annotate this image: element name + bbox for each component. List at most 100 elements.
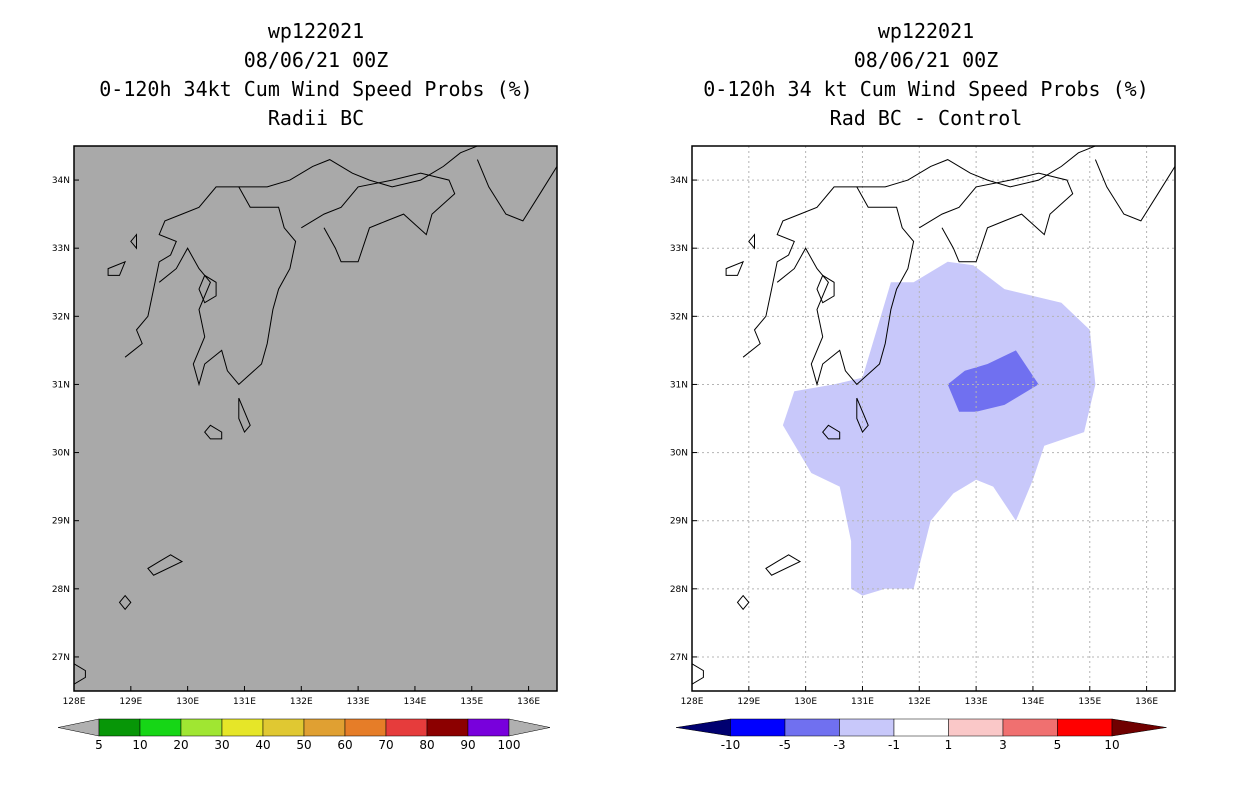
left-coastline xyxy=(476,159,557,222)
right-product: 0-120h 34 kt Cum Wind Speed Probs (%) xyxy=(703,77,1149,101)
right-colorbar-swatch xyxy=(1057,718,1113,737)
right-coastline xyxy=(765,554,802,576)
left-date: 08/06/21 00Z xyxy=(243,48,389,72)
right-xtick-label: 129E xyxy=(737,697,760,707)
left-storm-id: wp122021 xyxy=(267,19,365,43)
right-xtick-label: 132E xyxy=(908,697,931,707)
left-ytick-label: 28N xyxy=(52,585,70,595)
right-colorbar-swatch xyxy=(893,718,949,737)
left-ytick-label: 32N xyxy=(52,312,70,322)
left-coastline xyxy=(107,260,127,276)
right-coastline xyxy=(692,663,704,685)
left-colorbar-label: 20 xyxy=(173,738,188,752)
left-coastlines xyxy=(74,146,557,685)
right-ytick-label: 29N xyxy=(670,517,688,527)
left-coastline xyxy=(147,554,184,576)
left-colorbar-swatch xyxy=(467,718,510,737)
right-coastline xyxy=(822,424,841,440)
left-colorbar-label: 5 xyxy=(95,738,103,752)
right-colorbar-high-arrow xyxy=(1111,718,1167,737)
left-colorbar-label: 60 xyxy=(337,738,352,752)
left-plot-area xyxy=(74,146,557,691)
left-xtick-label: 134E xyxy=(404,697,427,707)
left-colorbar-swatch xyxy=(180,718,223,737)
left-colorbar-swatch xyxy=(139,718,182,737)
left-xtick-label: 133E xyxy=(347,697,370,707)
right-date: 08/06/21 00Z xyxy=(853,48,999,72)
left-xtick-label: 131E xyxy=(233,697,256,707)
right-plot-frame xyxy=(691,145,1176,692)
left-coastline xyxy=(198,274,217,304)
left-coastline xyxy=(124,186,297,387)
right-colorbar-swatch xyxy=(948,718,1004,737)
right-colorbar-label: 5 xyxy=(1054,738,1062,752)
right-xtick-label: 133E xyxy=(965,697,988,707)
left-plot-frame xyxy=(73,145,558,692)
right-colorbar-label: -1 xyxy=(888,738,900,752)
right-xtick-label: 128E xyxy=(681,697,704,707)
left-colorbar-label: 80 xyxy=(419,738,434,752)
right-coastline xyxy=(742,186,915,387)
right-ytick-label: 30N xyxy=(670,449,688,459)
right-contour-1 xyxy=(947,350,1039,412)
right-ytick-label: 31N xyxy=(670,380,688,390)
left-ytick-label: 33N xyxy=(52,244,70,254)
right-ytick-label: 33N xyxy=(670,244,688,254)
left-ytick-label: 30N xyxy=(52,449,70,459)
left-coastline xyxy=(130,233,137,250)
right-colorbar: -10 -5 -3 -1 1 3 5 10 xyxy=(675,718,1167,752)
right-xtick-label: 130E xyxy=(794,697,817,707)
left-colorbar-swatch xyxy=(221,718,264,737)
right-colorbar-swatch xyxy=(784,718,840,737)
left-coastline xyxy=(118,594,132,611)
left-colorbar-low-arrow xyxy=(57,718,100,737)
right-coastline xyxy=(725,260,745,276)
left-ytick-label: 27N xyxy=(52,653,70,663)
left-colorbar-label: 30 xyxy=(214,738,229,752)
right-coastline xyxy=(856,397,869,434)
left-colorbar: 5 10 20 30 40 50 60 70 80 90 100 xyxy=(57,718,551,752)
right-colorbar-low-arrow xyxy=(675,718,731,737)
left-coastline xyxy=(301,172,456,263)
right-xtick-label: 134E xyxy=(1022,697,1045,707)
left-coastline xyxy=(74,663,86,685)
left-colorbar-swatch xyxy=(303,718,346,737)
right-coastline xyxy=(856,146,1124,188)
right-ytick-label: 34N xyxy=(670,176,688,186)
right-xtick-label: 131E xyxy=(851,697,874,707)
left-colorbar-swatch xyxy=(385,718,428,737)
left-ytick-label: 34N xyxy=(52,176,70,186)
left-colorbar-swatch xyxy=(98,718,141,737)
left-colorbar-label: 70 xyxy=(378,738,393,752)
left-colorbar-label: 40 xyxy=(255,738,270,752)
right-coastline xyxy=(919,172,1074,263)
right-colorbar-label: 10 xyxy=(1104,738,1119,752)
left-colorbar-label: 90 xyxy=(460,738,475,752)
left-colorbar-swatch xyxy=(344,718,387,737)
right-xtick-label: 136E xyxy=(1135,697,1158,707)
left-product: 0-120h 34kt Cum Wind Speed Probs (%) xyxy=(99,77,533,101)
left-colorbar-high-arrow xyxy=(508,718,551,737)
left-colorbar-label: 100 xyxy=(498,738,521,752)
left-colorbar-swatch xyxy=(262,718,305,737)
right-colorbar-swatch xyxy=(839,718,895,737)
right-coastline xyxy=(748,233,755,250)
right-subtitle: Rad BC - Control xyxy=(829,106,1023,130)
left-ytick-label: 31N xyxy=(52,380,70,390)
right-ytick-label: 32N xyxy=(670,312,688,322)
left-xtick-label: 130E xyxy=(176,697,199,707)
right-coastline xyxy=(736,594,750,611)
right-colorbar-label: -3 xyxy=(834,738,846,752)
right-coastlines xyxy=(692,146,1175,685)
left-title: wp122021 08/06/21 00Z 0-120h 34kt Cum Wi… xyxy=(56,17,576,133)
right-coastline xyxy=(1094,159,1175,222)
left-xtick-label: 128E xyxy=(63,697,86,707)
right-colorbar-swatch xyxy=(1002,718,1058,737)
left-colorbar-label: 50 xyxy=(296,738,311,752)
right-contour-0 xyxy=(782,261,1096,596)
left-coastline xyxy=(238,146,506,188)
right-colorbar-swatch xyxy=(730,718,786,737)
right-storm-id: wp122021 xyxy=(877,19,975,43)
left-panel: 128E 129E 130E 131E 132E 133E 134E 135E 136E 27N 2… xyxy=(52,145,558,752)
